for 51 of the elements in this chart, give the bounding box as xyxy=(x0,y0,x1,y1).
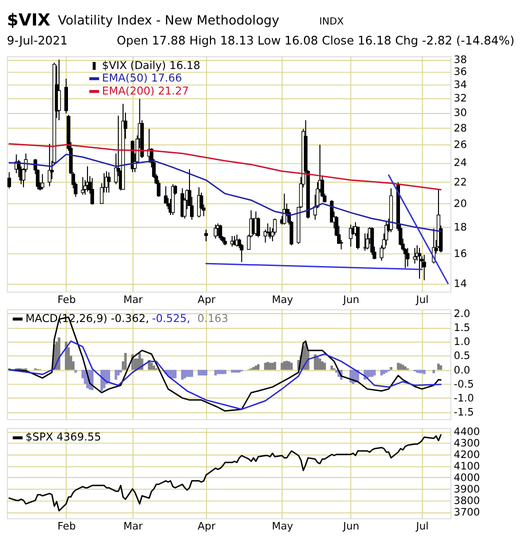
y-tick-label: -1.0 xyxy=(454,392,474,404)
y-tick-label: -0.5 xyxy=(454,378,474,390)
y-tick-label: 30 xyxy=(454,107,467,120)
legend-label: $VIX (Daily) 16.18 xyxy=(102,58,200,72)
y-tick-label: 4300 xyxy=(454,437,480,450)
chart-subtitle: Volatility Index - New Methodology xyxy=(58,14,280,29)
x-tick-label: Jun xyxy=(342,294,360,306)
x-tick-label: Jul xyxy=(415,294,429,306)
y-tick-label: 16 xyxy=(454,248,467,260)
legend-label: EMA(50) 17.66 xyxy=(102,72,182,85)
text: 9-Jul-2021 xyxy=(6,33,68,48)
y-tick-label: 32 xyxy=(454,92,467,105)
y-tick-label: 36 xyxy=(454,66,467,78)
y-tick-label: 18 xyxy=(454,222,467,234)
y-tick-label: 1.5 xyxy=(454,322,470,334)
x-tick-label: Apr xyxy=(198,520,216,533)
y-tick-label: 1.0 xyxy=(454,336,470,348)
y-tick-label: 26 xyxy=(454,139,467,152)
y-tick-label: 3900 xyxy=(454,483,480,496)
y-tick-label: 4400 xyxy=(454,426,480,438)
y-tick-label: 38 xyxy=(454,54,467,66)
y-tick-label: -1.5 xyxy=(454,406,474,419)
y-tick-label: 3800 xyxy=(454,494,480,507)
x-tick-label: Feb xyxy=(58,294,76,306)
x-tick-label: Mar xyxy=(123,520,144,533)
text: -0.525, xyxy=(152,312,190,326)
x-tick-label: May xyxy=(272,520,294,533)
x-tick-label: Apr xyxy=(198,294,216,306)
y-tick-label: 4100 xyxy=(454,460,480,472)
text: INDX xyxy=(319,16,344,28)
x-tick-label: Jul xyxy=(415,520,429,533)
y-tick-label: 22 xyxy=(454,176,467,189)
text: Open 17.88 High 18.13 Low 16.08 Close 16.18 Chg -2.82 (-14.84%) xyxy=(116,33,514,48)
y-tick-label: 20 xyxy=(454,198,467,210)
y-tick-label: 0.5 xyxy=(454,350,470,362)
chart-title: $VIX xyxy=(6,10,51,30)
legend-label: EMA(200) 21.27 xyxy=(102,84,189,98)
legend-label: $SPX 4369.55 xyxy=(26,430,102,444)
x-tick-label: Jun xyxy=(342,520,360,533)
x-tick-label: Mar xyxy=(123,294,144,306)
y-tick-label: 4200 xyxy=(454,448,480,461)
y-tick-label: 34 xyxy=(454,79,467,91)
y-tick-label: 0.0 xyxy=(454,364,470,376)
y-tick-label: 2.0 xyxy=(454,308,470,320)
y-tick-label: 4000 xyxy=(454,472,480,484)
x-tick-label: May xyxy=(272,294,294,306)
y-tick-label: 3700 xyxy=(454,506,480,518)
y-tick-label: 28 xyxy=(454,122,467,135)
x-tick-label: Feb xyxy=(58,520,76,533)
y-tick-label: 24 xyxy=(454,157,467,170)
y-tick-label: 14 xyxy=(454,278,467,290)
